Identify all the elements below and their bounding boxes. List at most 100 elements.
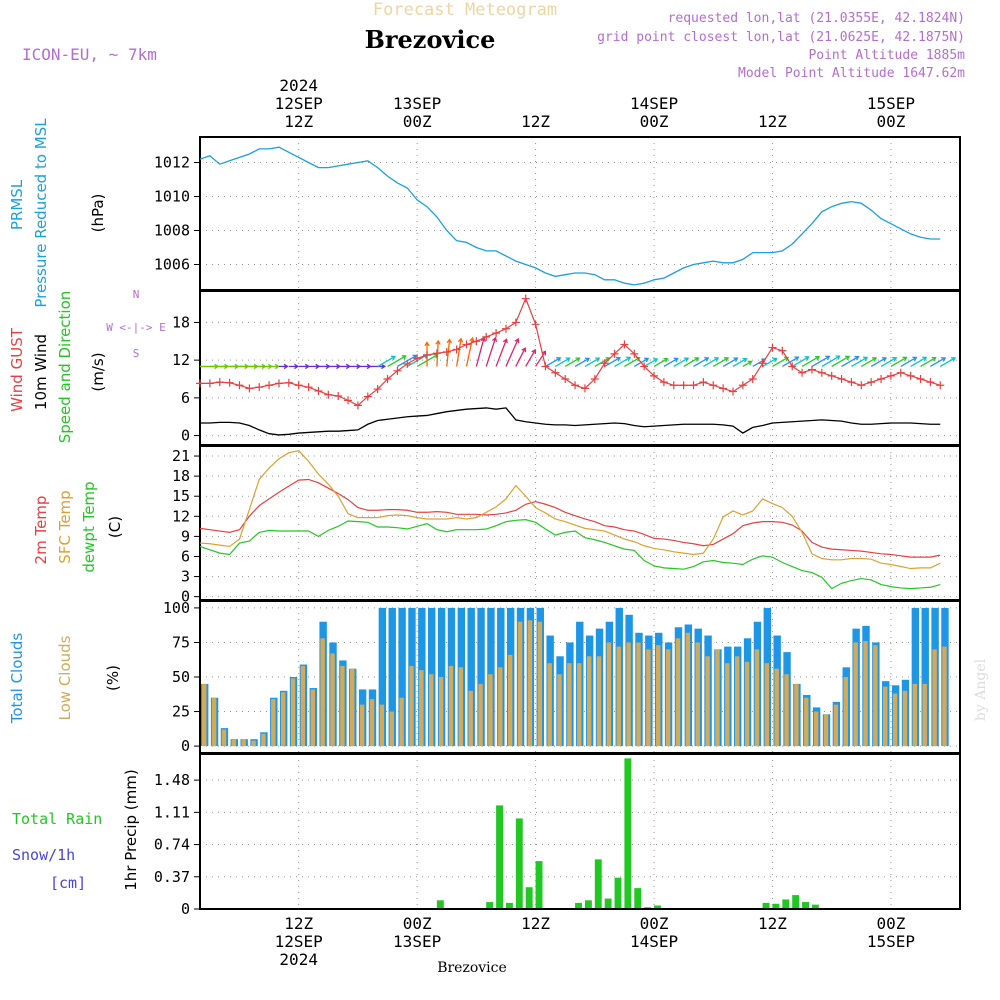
rain-bar xyxy=(505,902,513,909)
wind-arrow-head xyxy=(892,356,898,362)
top-time-label: 00Z xyxy=(403,112,432,131)
wind-arrow-head xyxy=(673,357,679,363)
wind-arrow-head xyxy=(825,355,831,361)
gust-point xyxy=(650,371,659,380)
snow-unit-label: [cm] xyxy=(50,874,86,892)
gust-point xyxy=(511,318,520,327)
low-cloud-bar xyxy=(794,683,799,747)
gust-point xyxy=(492,329,501,338)
gust-point xyxy=(403,359,412,368)
gust-point xyxy=(274,379,283,388)
low-cloud-bar xyxy=(883,686,888,747)
wind-arrow-head xyxy=(794,356,800,362)
wind-arrow-head xyxy=(283,363,289,370)
gust-point xyxy=(344,396,353,405)
wind-speed-dir-label: Speed and Direction xyxy=(56,291,74,444)
bottom-time-label: 12Z xyxy=(521,914,550,933)
wind-arrow-head xyxy=(446,338,452,344)
rain-bar xyxy=(436,900,444,909)
total-cloud-bar xyxy=(921,607,929,747)
low-cloud-bar xyxy=(823,714,829,747)
compass-north: N xyxy=(133,288,140,301)
wind-direction-arrow xyxy=(801,356,820,367)
wind-direction-arrow xyxy=(831,355,850,367)
wind-arrow-head xyxy=(541,350,547,356)
y-tick-label: 0.74 xyxy=(154,836,190,854)
gust-point xyxy=(798,368,807,377)
rain-bar xyxy=(772,903,780,909)
wind-direction-arrow xyxy=(485,337,497,367)
gust-point xyxy=(225,378,234,387)
total-rain-label: Total Rain xyxy=(12,810,102,828)
low-cloud-bar xyxy=(873,645,878,747)
rain-bar xyxy=(634,888,642,909)
watermark: by Angel xyxy=(973,658,989,721)
y-tick-label: 100 xyxy=(163,599,190,617)
y-tick-label: 6 xyxy=(181,547,190,565)
wind-direction-arrow xyxy=(870,357,887,367)
low-cloud-bar xyxy=(902,690,908,747)
low-cloud-bar xyxy=(201,683,207,747)
wind-arrow-head xyxy=(626,356,632,362)
y-tick-label: 0 xyxy=(181,588,190,606)
gust-point xyxy=(255,383,264,392)
wind-arrow-head xyxy=(492,336,498,342)
wind-arrow-head xyxy=(844,355,851,361)
wind-direction-arrow xyxy=(860,357,877,367)
gust-point xyxy=(521,294,530,303)
gust-point xyxy=(669,381,678,390)
gust-point xyxy=(738,381,747,390)
low-cloud-bar xyxy=(537,621,543,747)
wind-direction-arrow xyxy=(604,357,621,367)
gust-point xyxy=(758,359,767,368)
wind-arrow-head xyxy=(931,356,937,362)
wind-direction-arrow xyxy=(525,349,536,367)
wind-direction-arrow xyxy=(930,357,946,367)
gust-point xyxy=(590,375,599,383)
gust-point xyxy=(353,401,362,410)
gust-point xyxy=(807,365,816,374)
wind-arrow-head xyxy=(871,357,878,362)
wind-direction-arrow xyxy=(377,355,396,367)
y-tick-label: 12 xyxy=(172,507,190,525)
wind-arrow-head xyxy=(684,357,690,363)
wind-direction-arrow xyxy=(910,356,927,367)
gust-point xyxy=(778,346,787,355)
gust-point xyxy=(748,375,757,383)
wind-arrow-head xyxy=(663,357,669,363)
wind-arrow-head xyxy=(912,356,918,362)
total-cloud-bar xyxy=(477,607,485,747)
wind-arrow-head xyxy=(772,357,778,363)
gust-point xyxy=(482,332,491,341)
y-tick-label: 6 xyxy=(181,389,190,407)
clouds-unit: (%) xyxy=(104,665,122,691)
requested-coords: requested lon,lat (21.0355E, 42.1824N) xyxy=(668,11,965,26)
panel-frame xyxy=(199,753,961,910)
gust-point xyxy=(640,362,649,371)
wind-direction-arrow xyxy=(683,357,699,367)
wind-direction-arrow xyxy=(495,339,508,367)
top-time-label: 12Z xyxy=(521,112,550,131)
low-cloud-bar xyxy=(478,683,483,747)
meteogram-subtitle: Forecast Meteogram xyxy=(373,0,557,20)
y-tick-label: 12 xyxy=(172,351,190,369)
low-cloud-bar xyxy=(557,674,562,747)
y-tick-label: 25 xyxy=(172,703,190,721)
gust-point xyxy=(788,362,797,371)
wind-direction-arrow xyxy=(614,356,631,367)
bottom-time-label: 14SEP xyxy=(630,932,678,951)
compass-west-east: W <-|-> E xyxy=(106,321,166,334)
gust-point xyxy=(600,359,609,368)
rain-bar xyxy=(802,902,809,909)
wind-arrow-head xyxy=(274,363,280,370)
gust-point xyxy=(679,381,688,390)
wind-arrow-head xyxy=(502,338,508,344)
low-cloud-bar xyxy=(458,667,464,747)
wind-direction-arrow xyxy=(811,355,830,367)
low-cloud-bar xyxy=(784,674,789,747)
gust-point xyxy=(452,345,461,354)
low-cloud-bar xyxy=(468,690,473,747)
low-cloud-bar xyxy=(606,642,612,747)
